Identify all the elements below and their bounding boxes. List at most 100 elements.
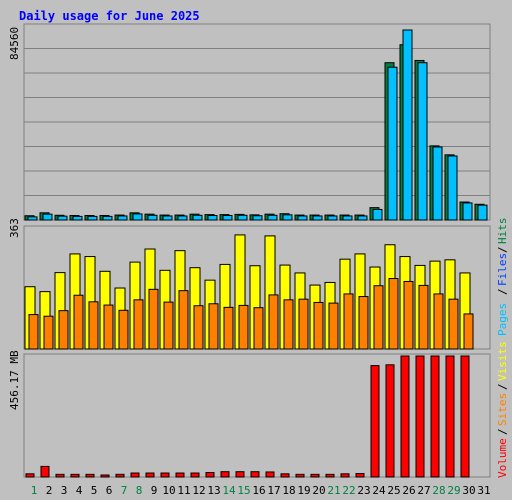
bar-files <box>192 214 203 221</box>
bar-files <box>72 215 83 221</box>
legend-volume: Volume <box>496 438 509 478</box>
bar-sites <box>268 294 279 350</box>
x-tick-label: 15 <box>237 484 250 497</box>
bar-files <box>87 215 98 221</box>
bar-volume <box>190 472 200 478</box>
bar-volume <box>430 355 440 478</box>
x-tick-label: 18 <box>282 484 295 497</box>
x-tick-label: 23 <box>357 484 370 497</box>
x-tick-label: 19 <box>297 484 310 497</box>
legend-hits: Hits <box>496 218 509 245</box>
legend-slash-4: / <box>496 383 509 390</box>
bar-sites <box>313 301 324 350</box>
bar-sites <box>178 290 189 350</box>
x-tick-label: 17 <box>267 484 280 497</box>
bar-files <box>222 215 233 221</box>
legend-slash-1: / <box>496 246 509 253</box>
bar-sites <box>388 278 399 350</box>
legend-middle: Hits / Files / Pages <box>496 218 509 337</box>
x-axis-labels: 1 2 3 4 5 6 7 8 9 10 11 12 13 14 15 16 17 18 19 20 21 22 23 24 2… <box>31 484 491 497</box>
bar-volume <box>385 364 395 478</box>
x-tick-label: 7 <box>121 484 128 497</box>
bar-sites <box>298 298 309 350</box>
bar-files <box>462 202 473 221</box>
bar-volume <box>130 472 140 478</box>
bar-files <box>42 213 53 221</box>
bar-volume <box>160 472 170 478</box>
legend-pages: Pages <box>496 303 509 336</box>
bar-files <box>312 215 323 221</box>
panel-bottom <box>23 353 491 478</box>
x-tick-label: 25 <box>387 484 400 497</box>
bar-files <box>402 29 413 221</box>
bar-sites <box>58 310 69 350</box>
bar-volume <box>205 471 215 478</box>
bar-sites <box>133 299 144 350</box>
x-tick-label: 14 <box>222 484 236 497</box>
legend-visits: Visits <box>496 341 509 381</box>
panel-middle <box>23 225 491 350</box>
legend-sites: Sites <box>496 393 509 426</box>
bar-files <box>252 215 263 221</box>
bar-files <box>357 215 368 221</box>
y-axis-label-bottom: 456.17 MB <box>8 350 21 410</box>
bar-files <box>57 215 68 221</box>
bar-files <box>147 214 158 221</box>
bar-volume <box>85 473 95 478</box>
bar-files <box>207 215 218 221</box>
bar-volume <box>175 472 185 478</box>
bar-sites <box>43 315 54 350</box>
bar-sites <box>148 288 159 350</box>
x-tick-label: 29 <box>447 484 460 497</box>
plot-area <box>23 353 491 478</box>
bar-volume <box>445 355 455 478</box>
bar-sites <box>283 299 294 350</box>
bar-sites <box>163 301 174 350</box>
bar-files <box>447 155 458 221</box>
x-tick-label: 16 <box>252 484 265 497</box>
x-tick-label: 21 <box>327 484 340 497</box>
x-tick-label: 10 <box>162 484 175 497</box>
bar-volume <box>370 365 380 478</box>
bar-sites <box>448 298 459 350</box>
legend-slash-2: / <box>496 288 509 295</box>
bar-files <box>162 215 173 221</box>
x-tick-label: 31 <box>477 484 490 497</box>
bar-files <box>102 215 113 221</box>
bar-files <box>297 215 308 221</box>
bar-volume <box>310 473 320 478</box>
bar-sites <box>373 285 384 350</box>
x-tick-label: 1 <box>31 484 38 497</box>
x-tick-label: 11 <box>177 484 190 497</box>
bar-sites <box>88 301 99 350</box>
bar-volume <box>250 471 260 478</box>
bar-volume <box>280 473 290 478</box>
bar-files <box>177 215 188 221</box>
bar-sites <box>358 296 369 350</box>
legend-slash-3: / <box>496 428 509 435</box>
bar-volume <box>70 473 80 478</box>
bar-files <box>477 204 488 221</box>
bar-files <box>417 62 428 221</box>
bar-sites <box>403 280 414 350</box>
bar-files <box>342 215 353 221</box>
bar-volume <box>400 355 410 478</box>
bar-files <box>327 215 338 221</box>
bar-files <box>372 208 383 221</box>
bar-volume <box>40 465 50 478</box>
bar-files <box>27 216 38 221</box>
bar-volume <box>325 473 335 478</box>
bar-volume <box>145 472 155 478</box>
bar-volume <box>25 473 35 478</box>
bar-files <box>282 214 293 221</box>
x-tick-label: 27 <box>417 484 430 497</box>
x-tick-label: 30 <box>462 484 475 497</box>
bar-volume <box>55 473 65 478</box>
y-axis-label-top: 84560 <box>8 27 21 60</box>
x-tick-label: 5 <box>91 484 98 497</box>
panel-top <box>23 23 491 221</box>
x-tick-label: 20 <box>312 484 325 497</box>
x-tick-label: 9 <box>151 484 158 497</box>
